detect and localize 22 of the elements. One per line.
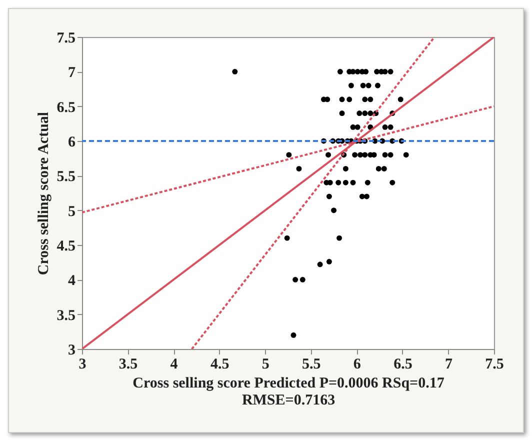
y-tick-label: 3.5 — [56, 308, 76, 324]
y-tick-label: 5 — [68, 204, 76, 220]
x-tick-label: 6 — [353, 356, 362, 372]
y-axis-title: Cross selling score Actual — [36, 112, 52, 276]
x-tick-label: 5.5 — [302, 356, 321, 372]
y-tick-label: 3 — [68, 342, 76, 358]
x-tick-label: 7 — [444, 356, 453, 372]
y-tick-label: 4 — [68, 273, 76, 290]
y-tick-label: 7 — [68, 65, 76, 82]
x-tick-label: 5 — [262, 356, 270, 372]
x-tick-label: 4 — [170, 356, 178, 372]
y-tick-label: 4.5 — [56, 238, 76, 254]
x-tick-label: 6.5 — [394, 356, 412, 372]
x-tick-label: 3 — [78, 356, 86, 372]
y-tick-label: 6.5 — [56, 100, 76, 116]
y-tick-label: 6 — [68, 134, 76, 150]
x-tick-label: 4.5 — [210, 356, 230, 372]
x-tick-label: 7.5 — [485, 356, 504, 372]
y-tick-label: 7.5 — [56, 30, 76, 46]
x-axis-title: Cross selling score Predicted P=0.0006 RSq=0.17 RMSE=0.7163 — [132, 376, 445, 408]
x-tick-label: 3.5 — [118, 356, 138, 372]
y-tick-label: 5.5 — [56, 169, 76, 186]
